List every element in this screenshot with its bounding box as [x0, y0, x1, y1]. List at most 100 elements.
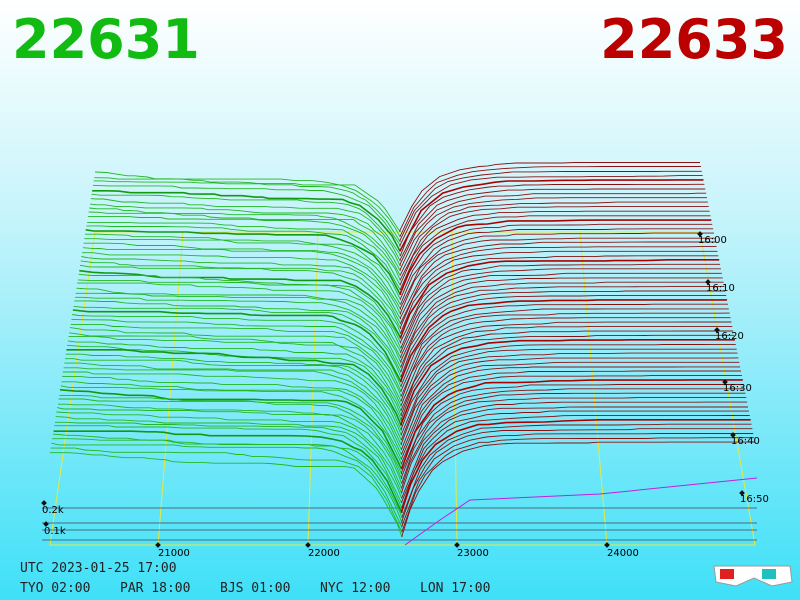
bid-curve — [72, 309, 402, 383]
tick-dot — [454, 542, 460, 548]
ask-curve — [401, 374, 742, 465]
bid-curve — [66, 348, 403, 426]
ask-curve — [399, 197, 707, 271]
tick-dot — [305, 542, 311, 548]
bid-curve — [59, 395, 403, 475]
bid-curve — [75, 292, 402, 363]
bid-curve — [52, 438, 403, 523]
zone-time: BJS 01:00 — [220, 581, 290, 596]
bid-price: 22631 — [12, 8, 200, 71]
ask-curve — [399, 188, 706, 262]
time-label: 16:20 — [715, 331, 744, 342]
tick-dot — [705, 279, 711, 285]
ask-curve — [399, 192, 707, 266]
bid-curve — [62, 375, 402, 455]
ask-curve — [399, 210, 710, 286]
price-label: 21000 — [158, 548, 190, 559]
ask-curve — [401, 410, 749, 504]
ask-curve — [401, 370, 742, 460]
bid-curve — [64, 362, 402, 441]
bid-curve — [87, 221, 401, 286]
bid-curve — [91, 193, 401, 257]
bid-curve — [68, 335, 402, 412]
bid-curve — [60, 385, 402, 465]
bid-curve — [67, 340, 402, 417]
bid-curve — [92, 184, 401, 247]
glasses-icon — [713, 565, 793, 587]
zone-time: PAR 18:00 — [120, 581, 190, 596]
ask-curve — [400, 330, 734, 416]
bid-curve — [72, 314, 402, 388]
ask-curve — [399, 179, 704, 252]
ask-curve — [401, 423, 752, 518]
bid-curve — [94, 171, 401, 233]
bid-curve — [57, 403, 403, 484]
bid-curve — [89, 203, 401, 267]
zone-time: TYO 02:00 — [20, 581, 90, 596]
front-ask-line — [404, 477, 758, 546]
ask-curve — [401, 392, 746, 484]
ask-curve — [400, 263, 721, 344]
ask-curve — [400, 268, 721, 349]
bid-curve — [87, 215, 401, 281]
ask-curve — [399, 215, 711, 291]
ask-curve — [399, 170, 702, 242]
tick-dot — [739, 490, 745, 496]
zone-time: LON 17:00 — [420, 581, 490, 596]
ask-curve — [400, 303, 728, 387]
ask-curve — [401, 366, 741, 455]
ask-curve — [400, 290, 726, 373]
ask-curve — [401, 428, 753, 523]
ask-curve — [400, 232, 714, 310]
bid-curve — [86, 225, 401, 291]
ask-curve — [400, 312, 730, 397]
ask-curve — [399, 206, 709, 281]
bid-curve — [84, 238, 401, 305]
time-label: 16:50 — [740, 494, 769, 505]
price-label: 22000 — [308, 548, 340, 559]
bid-curve — [62, 371, 402, 451]
depth-curves — [50, 162, 758, 546]
tick-dot — [714, 327, 720, 333]
ask-curve — [401, 388, 745, 479]
bid-curve — [69, 327, 402, 402]
bid-curve — [55, 421, 403, 504]
ask-curve — [400, 418, 751, 513]
price-label: 24000 — [607, 548, 639, 559]
bid-curve — [69, 332, 402, 407]
bid-curve — [75, 296, 402, 368]
tick-dot — [604, 542, 610, 548]
tick-dot — [722, 379, 728, 385]
bid-curve — [79, 264, 402, 334]
bid-curve — [80, 260, 402, 330]
bid-curve — [77, 282, 402, 354]
bid-curve — [90, 198, 401, 262]
ask-curve — [401, 433, 754, 528]
bid-curve — [59, 389, 403, 470]
ask-curve — [399, 201, 708, 276]
ask-curve — [400, 343, 736, 431]
bid-curve — [52, 433, 403, 518]
bid-curve — [57, 407, 403, 489]
time-label: 16:40 — [731, 436, 760, 447]
ask-curve — [400, 295, 727, 378]
bid-curve — [55, 416, 403, 499]
ask-curve — [401, 437, 755, 533]
ask-curve — [400, 352, 738, 441]
ask-curve — [400, 334, 735, 421]
bid-curve — [81, 256, 402, 325]
bid-curve — [70, 324, 402, 397]
ask-curve — [399, 219, 712, 295]
bid-curve — [85, 233, 401, 300]
ask-curve — [401, 406, 749, 499]
bid-curve — [58, 398, 403, 480]
tick-dot — [730, 432, 736, 438]
ask-curve — [400, 285, 725, 368]
bid-curve — [51, 442, 403, 528]
ask-curve — [400, 308, 729, 392]
bid-curve — [53, 430, 403, 514]
ask-curve — [399, 174, 703, 247]
bid-curve — [82, 252, 401, 320]
tick-dot — [43, 521, 49, 527]
